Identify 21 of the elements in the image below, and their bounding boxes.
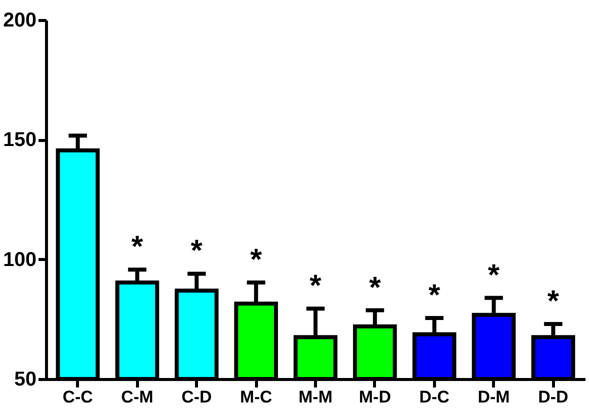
annotation: *	[547, 284, 560, 318]
annotation: *	[190, 234, 203, 268]
annotation: *	[369, 271, 382, 304]
annotation: *	[310, 270, 322, 303]
x-tick-label: C-M	[121, 388, 154, 406]
x-tick-label: M-D	[358, 388, 391, 406]
annotation: *	[428, 278, 441, 312]
annotation: *	[488, 258, 500, 292]
annotation: *	[250, 244, 262, 277]
x-tick-label: D-C	[419, 388, 450, 406]
x-tick-label: C-D	[182, 388, 212, 406]
x-tick-label: M-M	[298, 388, 332, 406]
x-tick-label: M-C	[240, 388, 272, 406]
x-tick-label: D-M	[478, 388, 510, 406]
y-tick-label: 50	[14, 368, 36, 390]
x-tick-label: D-D	[538, 388, 568, 406]
y-tick-label: 200	[3, 10, 36, 32]
y-tick-label: 150	[3, 129, 36, 152]
annotation: *	[131, 230, 144, 264]
y-tick-label: 100	[3, 248, 36, 271]
x-tick-label: C-C	[62, 388, 93, 406]
